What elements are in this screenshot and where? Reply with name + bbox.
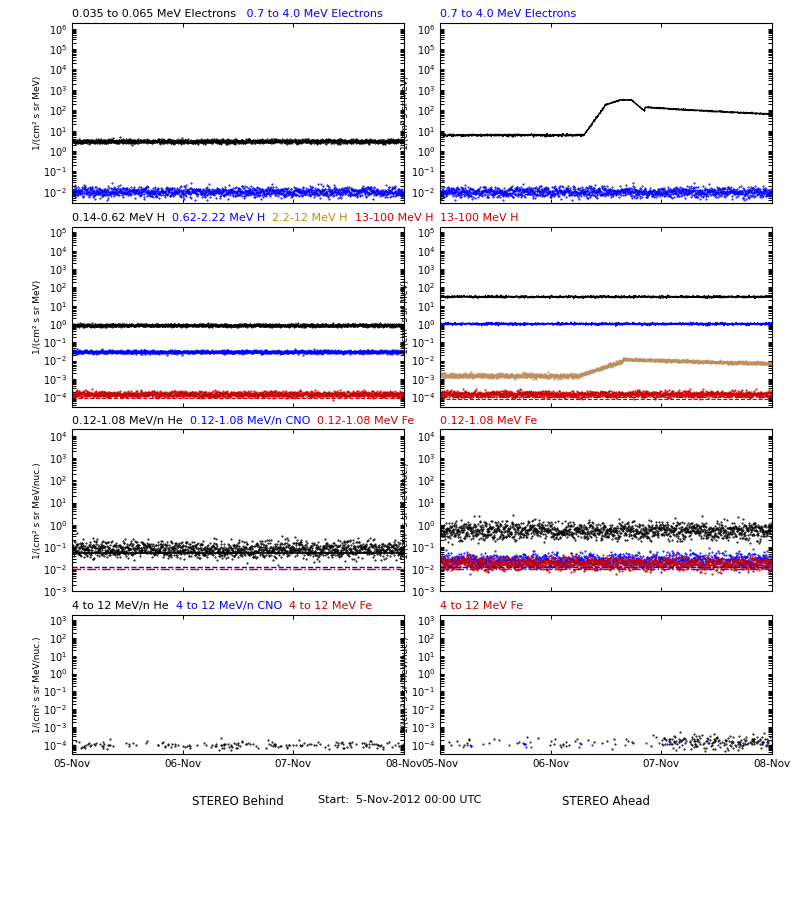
Text: 0.12-1.08 MeV Fe: 0.12-1.08 MeV Fe	[310, 416, 414, 426]
Y-axis label: 1/(cm² s sr MeV): 1/(cm² s sr MeV)	[33, 76, 42, 149]
Text: 4 to 12 MeV/n CNO: 4 to 12 MeV/n CNO	[169, 601, 282, 611]
Text: 0.12-1.08 MeV/n He: 0.12-1.08 MeV/n He	[72, 416, 182, 426]
Text: 0.7 to 4.0 MeV Electrons: 0.7 to 4.0 MeV Electrons	[440, 9, 576, 19]
Y-axis label: 1/(cm² s sr MeV): 1/(cm² s sr MeV)	[401, 280, 410, 354]
Y-axis label: 1/(cm² s sr MeV/nuc.): 1/(cm² s sr MeV/nuc.)	[33, 462, 42, 559]
Text: 0.12-1.08 MeV/n CNO: 0.12-1.08 MeV/n CNO	[182, 416, 310, 426]
Text: 0.62-2.22 MeV H: 0.62-2.22 MeV H	[165, 213, 266, 223]
Text: 13-100 MeV H: 13-100 MeV H	[348, 213, 434, 223]
Text: 13-100 MeV H: 13-100 MeV H	[440, 213, 518, 223]
Text: 2.2-12 MeV H: 2.2-12 MeV H	[266, 213, 348, 223]
Y-axis label: 1/(cm² s sr MeV/nuc.): 1/(cm² s sr MeV/nuc.)	[401, 462, 410, 559]
Text: 0.12-1.08 MeV Fe: 0.12-1.08 MeV Fe	[440, 416, 538, 426]
Text: Start:  5-Nov-2012 00:00 UTC: Start: 5-Nov-2012 00:00 UTC	[318, 795, 482, 805]
Y-axis label: 1/(cm² s sr MeV/nuc.): 1/(cm² s sr MeV/nuc.)	[401, 636, 410, 733]
Text: STEREO Ahead: STEREO Ahead	[562, 795, 650, 807]
Y-axis label: 1/(cm² s sr MeV/nuc.): 1/(cm² s sr MeV/nuc.)	[33, 636, 42, 733]
Text: 0.035 to 0.065 MeV Electrons: 0.035 to 0.065 MeV Electrons	[72, 9, 236, 19]
Text: 4 to 12 MeV/n He: 4 to 12 MeV/n He	[72, 601, 169, 611]
Y-axis label: 1/(cm² s sr MeV): 1/(cm² s sr MeV)	[401, 76, 410, 149]
Text: 4 to 12 MeV Fe: 4 to 12 MeV Fe	[282, 601, 372, 611]
Text: 0.7 to 4.0 MeV Electrons: 0.7 to 4.0 MeV Electrons	[236, 9, 382, 19]
Text: STEREO Behind: STEREO Behind	[192, 795, 284, 807]
Text: 4 to 12 MeV Fe: 4 to 12 MeV Fe	[440, 601, 523, 611]
Text: 0.14-0.62 MeV H: 0.14-0.62 MeV H	[72, 213, 165, 223]
Y-axis label: 1/(cm² s sr MeV): 1/(cm² s sr MeV)	[33, 280, 42, 354]
